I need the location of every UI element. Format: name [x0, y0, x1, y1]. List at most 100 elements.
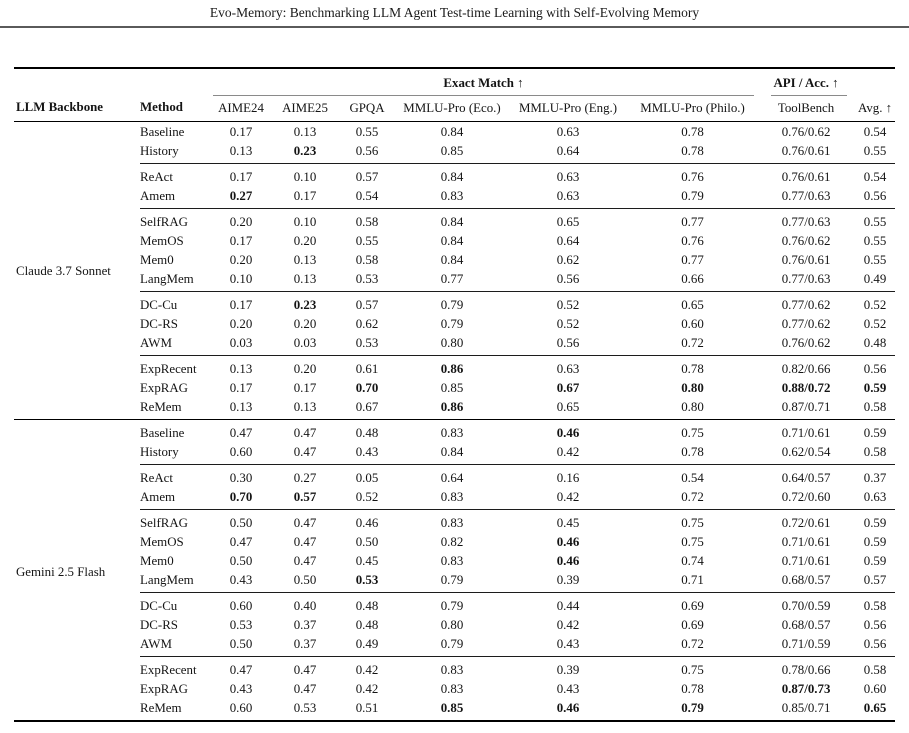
table-row: Amem 0.27 0.17 0.54 0.83 0.63 0.79 0.77/0.63 0.5…	[14, 186, 895, 209]
value-cell: 0.78	[628, 355, 758, 378]
value-cell: 0.50	[210, 509, 272, 532]
value-cell: 0.65	[863, 700, 887, 715]
method-cell: AWM	[140, 335, 172, 350]
value-cell: 0.75	[628, 419, 758, 442]
value-cell: 0.86	[396, 355, 508, 378]
table-row: Gemini 2.5 Flash Baseline 0.47 0.47 0.48 0.83…	[14, 419, 896, 721]
value-cell: 0.13	[229, 143, 253, 158]
value-cell: 0.78	[681, 143, 704, 158]
method-cell: History	[140, 444, 179, 459]
value-cell: 0.47	[293, 444, 317, 459]
value-cell: 0.57	[863, 572, 887, 587]
value-cell: 0.71/0.61	[781, 553, 831, 568]
value-cell: 0.46	[508, 419, 628, 442]
value-cell: 0.79	[440, 572, 464, 587]
table-row: SelfRAG 0.50 0.47 0.46 0.83 0.45 0.75 0.72/0.61…	[14, 509, 896, 532]
value-cell: 0.13	[210, 355, 272, 378]
value-cell: 0.23	[272, 291, 338, 314]
method-cell: ExpRAG	[140, 681, 188, 696]
value-cell: 0.47	[272, 419, 338, 442]
value-cell: 0.60	[229, 444, 253, 459]
method-cell: SelfRAG	[140, 509, 210, 532]
value-cell: 0.79	[681, 700, 704, 715]
value-cell: 0.79	[681, 188, 704, 203]
value-cell: 0.76	[628, 163, 758, 186]
value-cell: 0.58	[338, 208, 396, 231]
column-header-mmlu-pro-philo: MMLU-Pro (Philo.)	[628, 97, 758, 122]
table-body: Claude 3.7 Sonnet Baseline 0.17 0.13 0.55 0.8…	[14, 122, 896, 721]
value-cell: 0.79	[396, 592, 508, 615]
value-cell: 0.85	[440, 700, 464, 715]
method-cell: History	[140, 143, 179, 158]
value-cell: 0.75	[681, 534, 704, 549]
value-cell: 0.53	[355, 335, 379, 350]
value-cell: 0.46	[338, 509, 396, 532]
value-cell: 0.70/0.59	[757, 592, 856, 615]
value-cell: 0.79	[440, 636, 464, 651]
value-cell: 0.82	[440, 534, 464, 549]
value-cell: 0.56	[863, 617, 887, 632]
value-cell: 0.13	[293, 124, 317, 139]
value-cell: 0.49	[863, 271, 887, 286]
value-cell: 0.56	[556, 335, 580, 350]
value-cell: 0.71/0.59	[781, 636, 831, 651]
value-cell: 0.75	[628, 656, 758, 679]
value-cell: 0.53	[229, 617, 253, 632]
method-cell: DC-RS	[140, 316, 178, 331]
header-group-row: LLM Backbone Method Exact Match ↑ API / …	[14, 67, 896, 122]
value-cell: 0.50	[355, 534, 379, 549]
value-cell: 0.50	[229, 553, 253, 568]
value-cell: 0.51	[355, 700, 379, 715]
column-header-avg: Avg. ↑	[855, 97, 896, 122]
value-cell: 0.66	[681, 271, 704, 286]
value-cell: 0.55	[855, 208, 896, 231]
table-row: ReAct 0.30 0.27 0.05 0.64 0.16 0.54 0.64/0.57 0.…	[14, 464, 896, 487]
value-cell: 0.52	[355, 489, 379, 504]
method-cell: MemOS	[140, 534, 184, 549]
method-cell: DC-RS	[140, 617, 178, 632]
value-cell: 0.76/0.61	[757, 163, 856, 186]
value-cell: 0.57	[293, 489, 317, 504]
method-cell: Amem	[140, 489, 176, 504]
value-cell: 0.44	[508, 592, 628, 615]
value-cell: 0.83	[440, 681, 464, 696]
value-cell: 0.47	[293, 681, 317, 696]
value-cell: 0.17	[229, 380, 253, 395]
value-cell: 0.76/0.61	[781, 143, 831, 158]
value-cell: 0.77/0.63	[781, 271, 831, 286]
value-cell: 0.84	[440, 124, 464, 139]
value-cell: 0.83	[396, 509, 508, 532]
method-cell: AWM	[140, 636, 172, 651]
column-header-llm-backbone: LLM Backbone	[14, 67, 140, 122]
method-cell: ReAct	[140, 464, 210, 487]
value-cell: 0.54	[628, 464, 758, 487]
table-row: ExpRAG 0.43 0.47 0.42 0.83 0.43 0.78 0.87/0.73 0…	[14, 679, 895, 698]
value-cell: 0.72	[681, 489, 704, 504]
method-cell: Amem	[140, 188, 176, 203]
value-cell: 0.47	[229, 534, 253, 549]
value-cell: 0.47	[293, 553, 317, 568]
value-cell: 0.59	[863, 553, 887, 568]
value-cell: 0.63	[508, 163, 628, 186]
column-header-mmlu-pro-eng: MMLU-Pro (Eng.)	[508, 97, 628, 122]
value-cell: 0.78	[681, 444, 704, 459]
value-cell: 0.77	[440, 271, 464, 286]
value-cell: 0.52	[508, 291, 628, 314]
value-cell: 0.80	[681, 399, 704, 414]
value-cell: 0.84	[440, 252, 464, 267]
column-header-method: Method	[140, 67, 210, 122]
method-cell: MemOS	[140, 233, 184, 248]
value-cell: 0.53	[355, 572, 379, 587]
method-cell: Baseline	[140, 124, 185, 139]
value-cell: 0.83	[440, 489, 464, 504]
value-cell: 0.63	[556, 188, 580, 203]
table-row: AWM 0.50 0.37 0.49 0.79 0.43 0.72 0.71/0.59 0.56	[14, 634, 895, 657]
value-cell: 0.85	[440, 380, 464, 395]
table-row: DC-Cu 0.17 0.23 0.57 0.79 0.52 0.65 0.77/0.62 0.…	[14, 291, 896, 314]
value-cell: 0.74	[681, 553, 704, 568]
method-cell: ReMem	[140, 399, 182, 414]
value-cell: 0.70	[355, 380, 379, 395]
value-cell: 0.53	[355, 271, 379, 286]
value-cell: 0.68/0.57	[781, 617, 831, 632]
column-group-api-acc: API / Acc. ↑	[757, 67, 856, 97]
